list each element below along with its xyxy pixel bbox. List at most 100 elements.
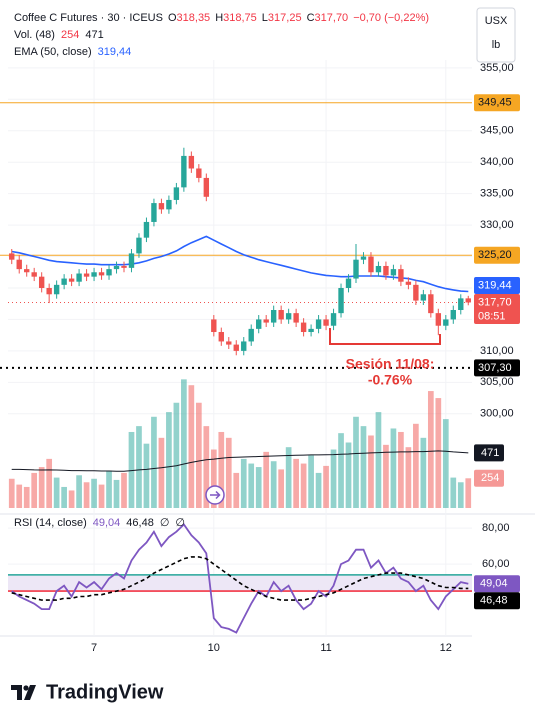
- candle-body: [435, 313, 442, 326]
- volume-bar: [270, 461, 277, 508]
- candle-body: [173, 187, 180, 200]
- ema-badge: [474, 276, 520, 294]
- volume-bar: [113, 479, 120, 508]
- candle-body: [181, 155, 187, 188]
- legend-item: −0,70 (−0,22%): [353, 12, 429, 24]
- replay-icon[interactable]: [205, 485, 225, 505]
- candle-body: [338, 287, 344, 314]
- legend-item: EMA (50, close): [14, 46, 92, 58]
- volume-bar: [195, 402, 202, 508]
- annotation-text: -0.76%: [368, 372, 413, 388]
- volume-bar: [435, 398, 442, 508]
- volume-bar: [338, 433, 344, 508]
- candle-body: [121, 265, 127, 268]
- legend-item: RSI (14, close): [14, 517, 87, 529]
- candle-body: [383, 265, 389, 276]
- candle-body: [285, 313, 292, 320]
- legend: Vol. (48) 254 471: [14, 29, 104, 41]
- candle-body: [38, 276, 45, 288]
- candle-body: [31, 272, 37, 277]
- legend-item: 317,70: [315, 12, 349, 24]
- scale-button[interactable]: [476, 7, 516, 63]
- candle-body: [465, 298, 471, 303]
- volume-bar: [420, 437, 427, 508]
- currency: USX: [485, 15, 508, 27]
- candle-body: [46, 287, 52, 295]
- volume-bar: [330, 449, 337, 508]
- rsi-badge: [474, 575, 520, 593]
- candle-body: [24, 269, 30, 273]
- volume-bar: [233, 472, 240, 508]
- volume-ma-badge: [474, 444, 504, 462]
- volume-bar: [218, 431, 225, 508]
- legend-item: ∅: [160, 517, 170, 529]
- volume-bar: [315, 472, 322, 508]
- legend-item: Coffee C Futures · 30 · ICEUS: [14, 12, 163, 24]
- volume-bar: [16, 484, 23, 508]
- ema-line: [11, 235, 469, 293]
- legend-item: L: [262, 12, 268, 24]
- volume-bar: [427, 391, 434, 508]
- legend-item: 49,04: [93, 517, 121, 529]
- legend: RSI (14, close) 49,04 46,48 ∅ ∅: [14, 517, 185, 529]
- price-badge-label: 307,30: [478, 362, 512, 374]
- candle-body: [405, 281, 412, 285]
- volume-bar: [390, 428, 397, 508]
- candle-body: [270, 310, 277, 323]
- volume-bar: [375, 412, 382, 508]
- candle-body: [196, 168, 202, 178]
- unit: lb: [492, 39, 501, 51]
- brand: TradingView: [46, 681, 164, 703]
- rsi-line: [11, 523, 469, 634]
- y-tick-label: 330,00: [480, 219, 514, 231]
- volume-bar: [203, 426, 210, 508]
- candle-body: [211, 319, 217, 333]
- legend-item: 318,75: [223, 12, 257, 24]
- volume-bar: [68, 490, 75, 508]
- volume-bar: [383, 444, 389, 508]
- y-tick-label: 305,00: [480, 376, 514, 388]
- y-tick-label: 335,00: [480, 188, 514, 200]
- volume-bar: [31, 472, 38, 508]
- annotation-bracket: [329, 328, 441, 345]
- candle-body: [166, 199, 172, 210]
- volume-bar: [278, 469, 285, 508]
- candle-body: [300, 322, 307, 333]
- candle-body: [450, 310, 456, 320]
- candle-body: [128, 253, 135, 268]
- volume-bar: [61, 486, 67, 508]
- candle-body: [91, 272, 97, 277]
- volume-ma-badge-label: 471: [481, 447, 499, 459]
- volume-bar: [345, 442, 352, 508]
- candle-body: [323, 319, 329, 326]
- legend-item: 46,48: [126, 517, 154, 529]
- volume-bar: [166, 412, 172, 508]
- candle-body: [76, 273, 82, 282]
- y-tick-label: 355,00: [480, 62, 514, 74]
- y-tick-label: 80,00: [482, 522, 510, 534]
- candle-body: [9, 253, 15, 260]
- y-tick-label: 310,00: [480, 345, 514, 357]
- volume-ma: [11, 450, 469, 472]
- volume-bar: [106, 470, 112, 508]
- volume-bar: [225, 437, 232, 508]
- rsi-badge-label: 49,04: [480, 578, 508, 590]
- candle-body: [256, 319, 262, 329]
- candle-body: [16, 259, 22, 270]
- candle-body: [263, 319, 269, 323]
- legend: EMA (50, close) 319,44: [14, 46, 131, 58]
- y-tick-label: 300,00: [480, 408, 514, 420]
- legend-item: Vol. (48): [14, 29, 55, 41]
- candle-body: [68, 278, 75, 282]
- candle-body: [413, 284, 419, 301]
- volume-bar: [46, 458, 53, 508]
- rsi-badge-label: 46,48: [480, 595, 508, 607]
- volume-bar: [263, 451, 270, 508]
- volume-bar: [248, 463, 255, 508]
- volume-bar: [38, 467, 45, 508]
- volume-bar: [398, 431, 404, 508]
- volume-bar: [413, 423, 419, 508]
- candle-body: [98, 272, 105, 276]
- candle-body: [143, 221, 150, 238]
